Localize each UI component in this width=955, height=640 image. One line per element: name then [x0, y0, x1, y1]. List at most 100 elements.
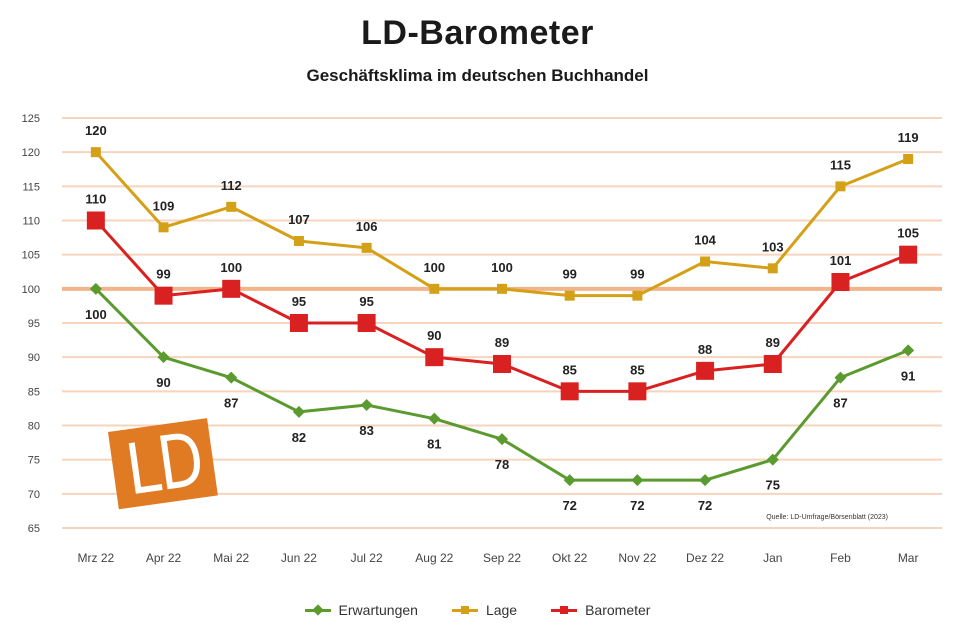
data-point-erwartungen: [699, 474, 712, 487]
data-label-lage: 120: [85, 123, 107, 138]
data-label-barometer: 89: [766, 335, 780, 350]
data-label-erwartungen: 90: [156, 375, 170, 390]
data-point-lage: [564, 290, 575, 301]
data-label-barometer: 99: [156, 267, 170, 282]
data-point-lage: [632, 290, 643, 301]
series-barometer: 110 99 100 95 95 90 89 85 85 88 89 101 105: [85, 192, 919, 401]
data-label-lage: 99: [562, 267, 576, 282]
y-tick-label: 85: [28, 386, 40, 398]
data-label-barometer: 85: [562, 362, 576, 377]
data-label-lage: 104: [694, 233, 716, 248]
legend-swatch-erwartungen: [304, 604, 331, 616]
data-point-erwartungen: [766, 453, 779, 466]
data-label-barometer: 89: [495, 335, 509, 350]
legend-item-erwartungen: Erwartungen: [304, 602, 418, 618]
data-label-lage: 112: [221, 178, 242, 193]
data-label-barometer: 95: [359, 294, 373, 309]
series-line-erwartungen: [94, 287, 909, 482]
x-tick-label: Apr 22: [146, 551, 182, 565]
y-tick-label: 75: [28, 455, 40, 467]
data-point-erwartungen: [631, 474, 644, 487]
data-label-barometer: 110: [85, 192, 106, 207]
y-tick-label: 90: [28, 352, 40, 364]
data-point-erwartungen: [902, 344, 915, 357]
data-label-barometer: 105: [897, 226, 919, 241]
y-tick-label: 65: [28, 523, 40, 535]
data-label-lage: 119: [898, 130, 919, 145]
data-point-barometer: [86, 211, 105, 230]
y-tick-label: 95: [28, 318, 40, 330]
data-point-barometer: [222, 279, 241, 298]
data-label-lage: 107: [288, 212, 310, 227]
data-point-lage: [158, 222, 169, 233]
y-tick-label: 125: [22, 113, 40, 125]
data-point-lage: [700, 256, 711, 267]
x-tick-label: Okt 22: [552, 551, 588, 565]
data-label-lage: 106: [356, 219, 378, 234]
legend-item-barometer: Barometer: [551, 602, 650, 618]
data-label-barometer: 95: [292, 294, 306, 309]
data-label-erwartungen: 87: [224, 396, 238, 411]
y-tick-label: 110: [22, 216, 40, 228]
data-point-erwartungen: [496, 433, 508, 446]
data-label-erwartungen: 100: [85, 307, 107, 322]
source-note: Quelle: LD-Umfrage/Börsenblatt (2023): [766, 514, 888, 521]
x-tick-label: Jul 22: [351, 551, 383, 565]
ld-logo: [108, 418, 218, 510]
data-label-lage: 103: [762, 239, 784, 254]
data-label-erwartungen: 72: [630, 498, 644, 513]
data-label-barometer: 85: [630, 362, 644, 377]
data-label-erwartungen: 87: [833, 396, 847, 411]
data-point-lage: [497, 283, 507, 294]
chart-subtitle: Geschäftsklima im deutschen Buchhandel: [306, 66, 649, 85]
y-axis: 65 70 75 80 85 90 95 100 105 110 115 120 125: [22, 113, 40, 535]
data-label-erwartungen: 72: [562, 498, 576, 513]
data-point-lage: [361, 242, 372, 253]
y-tick-label: 100: [22, 284, 40, 296]
data-label-barometer: 101: [830, 253, 852, 268]
data-point-erwartungen: [89, 282, 102, 295]
legend-label-barometer: Barometer: [585, 602, 651, 618]
data-point-barometer: [763, 355, 782, 373]
data-point-barometer: [560, 382, 579, 401]
y-tick-label: 70: [28, 489, 40, 501]
x-tick-label: Sep 22: [483, 551, 521, 565]
data-point-barometer: [425, 348, 444, 367]
data-label-barometer: 100: [220, 260, 242, 275]
data-label-barometer: 90: [427, 328, 441, 343]
legend-swatch-lage: [451, 604, 478, 616]
data-label-erwartungen: 91: [901, 368, 915, 383]
data-label-lage: 99: [630, 267, 644, 282]
x-tick-label: Nov 22: [618, 551, 656, 565]
data-label-lage: 100: [491, 260, 513, 275]
data-point-lage: [903, 154, 914, 164]
data-label-erwartungen: 78: [495, 457, 509, 472]
data-label-erwartungen: 82: [292, 430, 306, 445]
data-point-barometer: [899, 245, 918, 264]
x-tick-label: Dez 22: [686, 551, 724, 565]
x-tick-label: Jun 22: [281, 551, 317, 565]
data-point-lage: [293, 236, 304, 246]
data-point-barometer: [154, 286, 173, 305]
series-erwartungen: 100 90 87 82 83 81 78 72 72 72 75 87 91: [85, 282, 915, 513]
data-point-erwartungen: [157, 351, 170, 364]
data-point-lage: [767, 263, 778, 274]
legend: Erwartungen Lage Barometer: [0, 602, 955, 618]
y-tick-label: 80: [28, 421, 40, 433]
data-point-barometer: [831, 273, 850, 291]
y-tick-label: 105: [22, 250, 40, 262]
data-point-lage: [429, 283, 440, 294]
data-point-barometer: [628, 382, 647, 401]
line-chart: 65 70 75 80 85 90 95 100 105 110 115 120 125 Mrz 22 A…: [22, 113, 942, 565]
data-point-lage: [90, 147, 101, 158]
x-tick-label: Mar: [898, 551, 919, 565]
data-label-barometer: 88: [698, 342, 712, 357]
x-axis: Mrz 22 Apr 22 Mai 22 Jun 22 Jul 22 Aug 22 Sep …: [78, 551, 919, 565]
data-point-barometer: [696, 361, 715, 380]
data-point-erwartungen: [292, 405, 305, 418]
data-point-lage: [835, 181, 846, 192]
series-lage: 120 109 112 107 106 100 100 99 99 104 103 115 119: [85, 123, 919, 301]
x-tick-label: Mrz 22: [78, 551, 115, 565]
data-point-erwartungen: [834, 371, 847, 384]
